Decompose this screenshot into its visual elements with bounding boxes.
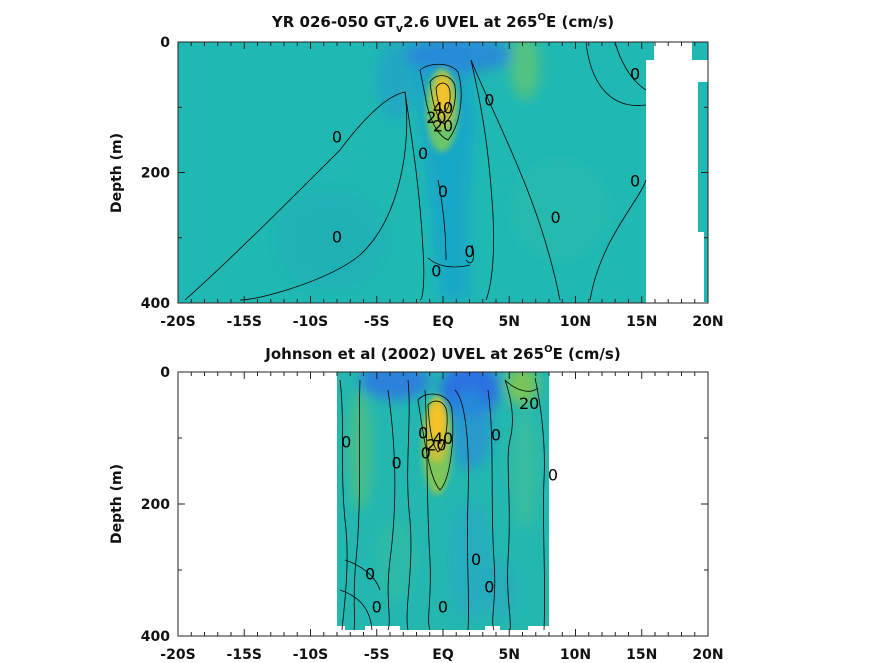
x-tick-label: 20N (692, 647, 723, 663)
panel-bottom: Johnson et al (2002) UVEL at 265OE (cm/s… (109, 344, 724, 663)
contour-label: 0 (365, 564, 375, 583)
y-tick-label: 200 (141, 166, 170, 182)
contour-label: 0 (464, 242, 474, 261)
y-tick-label: 0 (160, 35, 170, 51)
x-tick-label: 10N (560, 314, 591, 330)
x-tick-label: -5S (364, 314, 390, 330)
x-tick-label: -10S (293, 314, 328, 330)
contour-label: 0 (341, 432, 351, 451)
x-tick-label: -20S (160, 647, 195, 663)
x-tick-label: -20S (160, 314, 195, 330)
contour-label: 0 (438, 597, 448, 616)
contour-label: 0 (332, 227, 342, 246)
y-axis-label-bottom: Depth (m) (109, 464, 125, 544)
y-axis-label-top: Depth (m) (109, 133, 125, 213)
contour-label: 0 (471, 550, 481, 569)
contour-label: 0 (392, 453, 402, 472)
contour-label: 0 (630, 64, 640, 83)
x-tick-label: 15N (626, 647, 657, 663)
x-tick-label: 5N (499, 647, 520, 663)
contour-label: 0 (418, 424, 428, 443)
x-axis-bottom: -20S -15S -10S -5S EQ 5N 10N 15N 20N (160, 372, 724, 663)
contour-label: 40 (433, 98, 453, 117)
y-tick-label: 400 (141, 629, 170, 645)
x-tick-label: EQ (432, 647, 454, 663)
chart-title-top: YR 026-050 GTv2.6 UVEL at 265OE (cm/s) (271, 12, 614, 35)
x-axis-top: -20S -15S -10S -5S EQ 5N 10N 15N 20N (160, 42, 724, 330)
x-tick-label: -15S (227, 314, 262, 330)
contour-label: 0 (372, 597, 382, 616)
contour-label: 40 (433, 429, 453, 448)
x-tick-label: 5N (499, 314, 520, 330)
contour-label: 0 (551, 208, 561, 227)
y-tick-label: 200 (141, 497, 170, 513)
contour-label: 0 (421, 444, 431, 463)
chart-title-bottom: Johnson et al (2002) UVEL at 265OE (cm/s… (264, 344, 620, 363)
contour-label: 0 (484, 578, 494, 597)
y-tick-label: 400 (141, 296, 170, 312)
x-tick-label: EQ (432, 314, 454, 330)
x-tick-label: 20N (692, 314, 723, 330)
x-tick-label: -10S (293, 647, 328, 663)
x-tick-label: -15S (227, 647, 262, 663)
contour-label: 20 (433, 117, 453, 136)
contour-label: 20 (519, 394, 539, 413)
contour-label: 0 (418, 144, 428, 163)
contour-label: 0 (491, 426, 501, 445)
contour-label: 20 (426, 436, 446, 455)
contour-label: 0 (484, 90, 494, 109)
contour-label: 0 (431, 261, 441, 280)
contour-label: 20 (426, 108, 446, 127)
contour-label: 0 (438, 182, 448, 201)
contour-label: 0 (548, 465, 558, 484)
x-tick-label: -5S (364, 647, 390, 663)
x-tick-label: 15N (626, 314, 657, 330)
x-tick-label: 10N (560, 647, 591, 663)
contour-label: 0 (332, 128, 342, 147)
panel-top: YR 026-050 GTv2.6 UVEL at 265OE (cm/s) (109, 12, 724, 330)
contour-label: 0 (630, 171, 640, 190)
y-tick-label: 0 (160, 365, 170, 381)
